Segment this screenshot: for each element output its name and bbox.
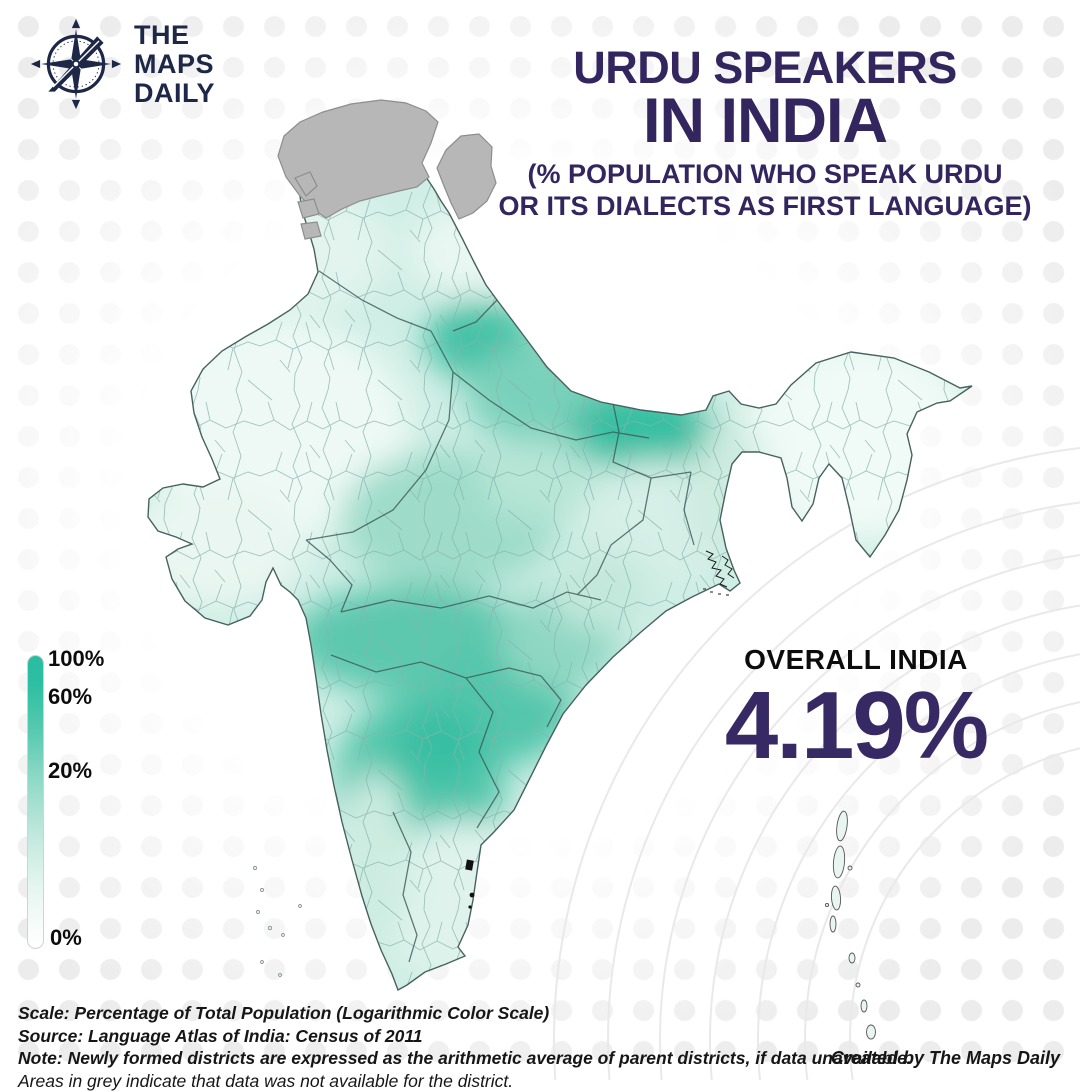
legend-tick-0: 0% (50, 925, 82, 951)
legend-tick-100: 100% (48, 646, 104, 672)
legend-tick-60: 60% (48, 684, 92, 710)
header: URDU SPEAKERS IN INDIA (% POPULATION WHO… (455, 44, 1075, 222)
footnote-note: Note: Newly formed districts are express… (18, 1047, 912, 1070)
brand-name-line2: MAPS (134, 50, 215, 79)
lakshadweep-islands (253, 866, 301, 976)
legend-gradient-bar (27, 655, 44, 949)
footnote-source: Source: Language Atlas of India: Census … (18, 1025, 912, 1048)
page-title-line1: URDU SPEAKERS (455, 44, 1075, 92)
brand-name-line3: DAILY (134, 79, 215, 108)
brand-name: THE MAPS DAILY (134, 21, 215, 108)
page-title-line2: IN INDIA (455, 92, 1075, 150)
page-subtitle-line2: OR ITS DIALECTS AS FIRST LANGUAGE) (455, 190, 1075, 222)
brand-name-line1: THE (134, 21, 215, 50)
legend-tick-20: 20% (48, 758, 92, 784)
overall-stat: OVERALL INDIA 4.19% (640, 644, 1072, 772)
footnotes: Scale: Percentage of Total Population (L… (18, 1002, 912, 1092)
overall-stat-value: 4.19% (640, 680, 1072, 772)
footnote-note2: Areas in grey indicate that data was not… (18, 1070, 912, 1092)
page-subtitle-line1: (% POPULATION WHO SPEAK URDU (455, 158, 1075, 190)
brand-logo: THE MAPS DAILY (30, 18, 215, 110)
footnote-scale: Scale: Percentage of Total Population (L… (18, 1002, 912, 1025)
compass-logo-icon (30, 18, 122, 110)
credit-line: Created by The Maps Daily (831, 1048, 1060, 1069)
page-subtitle: (% POPULATION WHO SPEAK URDU OR ITS DIAL… (455, 158, 1075, 222)
